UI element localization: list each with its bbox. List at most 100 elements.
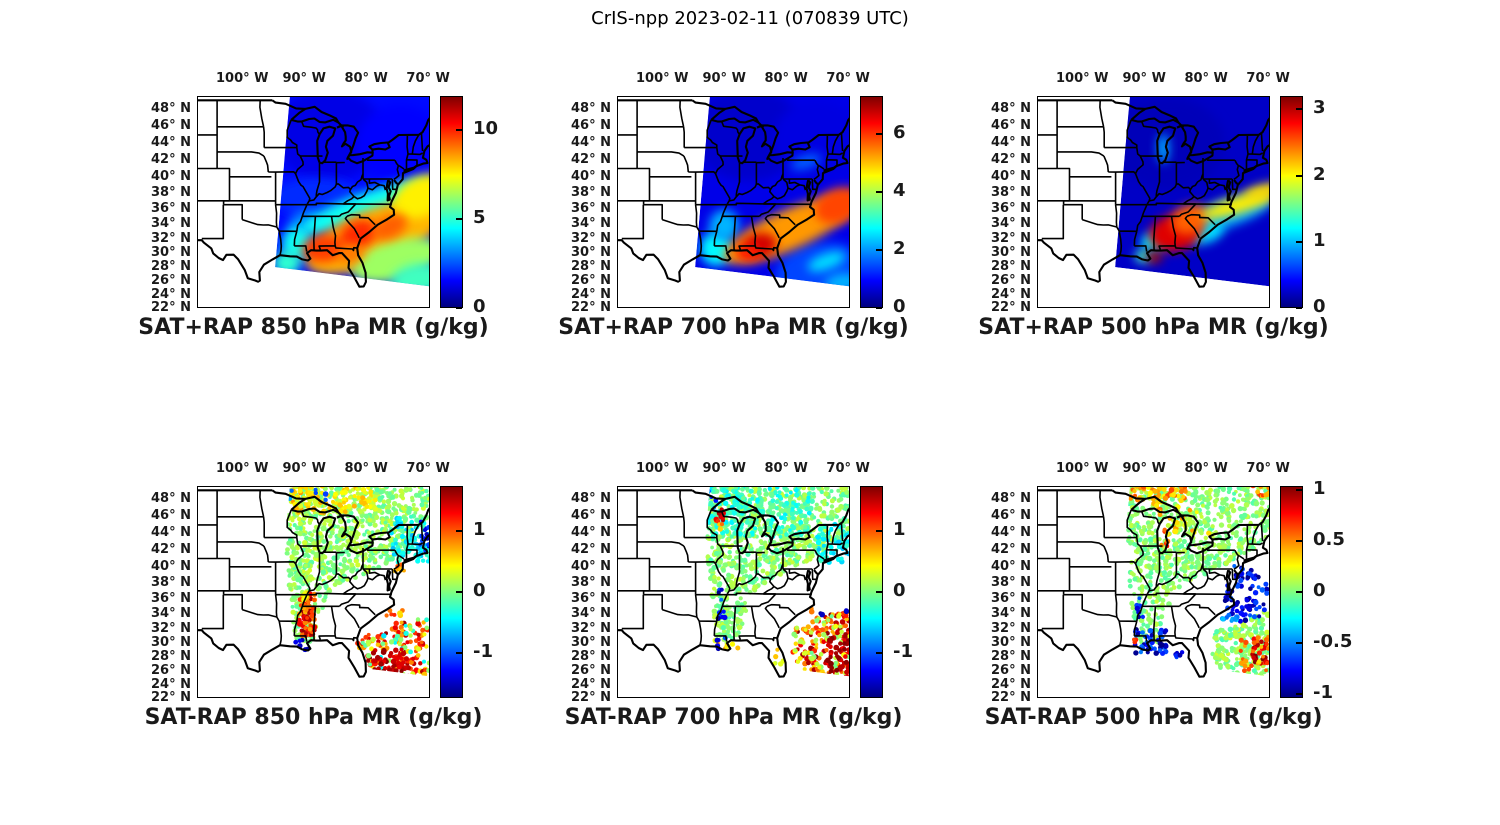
lon-tick-label: 80° W [1184, 461, 1228, 476]
colorbar-tick [876, 248, 882, 251]
colorbar-tick-label: 1 [893, 519, 906, 541]
colorbar-tick-label: 4 [893, 179, 906, 201]
lat-tick-label: 26° N [991, 272, 1031, 288]
colorbar-tick-label: 2 [1313, 163, 1326, 185]
panel-caption-sat-minus-rap-850: SAT-RAP 850 hPa MR (g/kg) [144, 705, 483, 730]
lat-tick-label: 34° N [991, 605, 1031, 621]
lat-tick-label: 38° N [151, 574, 191, 590]
lat-tick-label: 22° N [571, 690, 611, 705]
lon-tick-label: 100° W [635, 461, 689, 476]
lat-tick-label: 48° N [991, 101, 1031, 116]
colorbar-tick-label: 0 [1313, 580, 1326, 601]
lat-tick-label: 44° N [991, 135, 1031, 151]
lat-tick-label: 36° N [151, 590, 191, 606]
colorbar-tick-label: 0 [893, 296, 906, 317]
panel-caption-sat-minus-rap-700: SAT-RAP 700 hPa MR (g/kg) [564, 705, 903, 730]
colorbar-tick [1296, 692, 1302, 695]
lat-tick-label: 34° N [571, 215, 611, 231]
lat-tick-label: 26° N [151, 272, 191, 288]
colorbar-tick [876, 651, 882, 654]
lat-tick-label: 30° N [991, 245, 1031, 261]
lon-tick-label: 90° W [282, 71, 326, 86]
lon-tick-label: 70° W [406, 461, 450, 476]
lon-tick-label: 70° W [1246, 71, 1290, 86]
lat-tick-label: 34° N [571, 605, 611, 621]
map-axes-border [197, 96, 430, 308]
lat-tick-label: 48° N [571, 491, 611, 506]
lat-tick-label: 40° N [991, 168, 1031, 184]
colorbar-tick [456, 530, 462, 533]
lat-tick-label: 36° N [151, 200, 191, 216]
lat-tick-label: 46° N [151, 508, 191, 524]
lat-tick-label: 32° N [571, 230, 611, 246]
lat-tick-label: 26° N [571, 272, 611, 288]
colorbar-tick-label: -1 [473, 640, 493, 662]
colorbar-tick-label: 3 [1313, 97, 1326, 119]
lat-tick-label: 24° N [991, 676, 1031, 692]
satellite-swath-field [1115, 96, 1270, 287]
colorbar-tick [876, 307, 882, 309]
colorbar-tick [1296, 108, 1302, 111]
lat-tick-label: 28° N [151, 259, 191, 275]
lon-tick-label: 70° W [826, 461, 870, 476]
colorbar-tick [1296, 240, 1302, 243]
lat-tick-label: 22° N [151, 690, 191, 705]
lat-tick-label: 30° N [571, 245, 611, 261]
lat-tick-label: 44° N [151, 135, 191, 151]
colorbar-sat-plus-rap-850 [440, 96, 463, 308]
lat-tick-label: 40° N [571, 168, 611, 184]
lat-tick-label: 22° N [991, 690, 1031, 705]
lat-tick-label: 22° N [571, 300, 611, 315]
us-state-boundaries-basemap [1037, 489, 1270, 678]
lat-tick-label: 42° N [571, 542, 611, 558]
lon-tick-label: 90° W [702, 71, 746, 86]
us-state-boundaries-basemap [617, 489, 850, 678]
lat-tick-label: 36° N [571, 200, 611, 216]
lon-tick-label: 80° W [764, 71, 808, 86]
lon-tick-label: 70° W [826, 71, 870, 86]
colorbar-tick-label: 10 [473, 117, 499, 139]
lat-tick-label: 32° N [991, 230, 1031, 246]
colorbar-sat-minus-rap-850 [440, 486, 463, 698]
map-axes-border [617, 486, 850, 698]
lat-tick-label: 28° N [991, 649, 1031, 665]
panel-caption-sat-plus-rap-700: SAT+RAP 700 hPa MR (g/kg) [558, 315, 909, 340]
lat-tick-label: 36° N [571, 590, 611, 606]
colorbar-tick-label: 1 [1313, 229, 1326, 251]
lat-tick-label: 46° N [571, 118, 611, 134]
lat-tick-label: 46° N [991, 508, 1031, 524]
us-state-boundaries-basemap [1037, 99, 1270, 288]
colorbar-tick-label: 1 [473, 519, 486, 541]
lon-tick-label: 100° W [635, 71, 689, 86]
colorbar-tick-label: 0.5 [1313, 529, 1345, 551]
map-plot-sat-minus-rap-850 [197, 486, 430, 698]
colorbar-tick [1296, 591, 1302, 593]
lon-tick-label: 100° W [215, 71, 269, 86]
lat-tick-label: 28° N [571, 259, 611, 275]
colorbar-tick [456, 217, 462, 220]
lat-tick-label: 24° N [991, 286, 1031, 302]
lat-tick-label: 42° N [991, 152, 1031, 168]
lat-tick-label: 48° N [151, 101, 191, 116]
difference-scatter-dots [703, 486, 850, 677]
lat-tick-label: 28° N [991, 259, 1031, 275]
lat-tick-label: 42° N [151, 542, 191, 558]
lon-tick-label: 70° W [406, 71, 450, 86]
colorbar-tick [1296, 307, 1302, 309]
satellite-swath-field [695, 96, 850, 287]
us-state-boundaries-basemap [617, 99, 850, 288]
lat-tick-label: 34° N [991, 215, 1031, 231]
lon-tick-label: 80° W [344, 71, 388, 86]
lat-tick-label: 36° N [991, 590, 1031, 606]
colorbar-tick [456, 651, 462, 654]
panel-caption-sat-plus-rap-850: SAT+RAP 850 hPa MR (g/kg) [138, 315, 489, 340]
lat-tick-label: 36° N [991, 200, 1031, 216]
lon-tick-label: 90° W [282, 461, 326, 476]
lat-tick-label: 42° N [571, 152, 611, 168]
panel-caption-sat-minus-rap-500: SAT-RAP 500 hPa MR (g/kg) [984, 705, 1323, 730]
lat-tick-label: 38° N [571, 184, 611, 200]
colorbar-tick [1296, 641, 1302, 644]
colorbar-tick [876, 190, 882, 193]
lat-tick-label: 22° N [151, 300, 191, 315]
lat-tick-label: 40° N [571, 558, 611, 574]
